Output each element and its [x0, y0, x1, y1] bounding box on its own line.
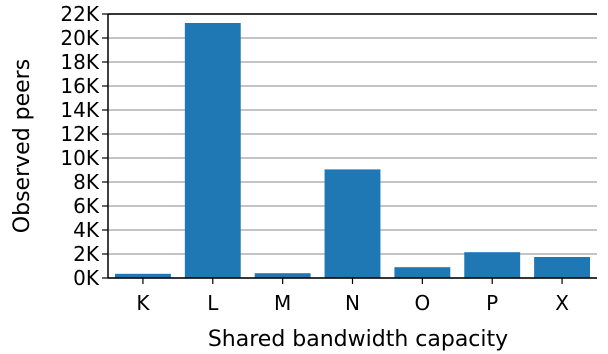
y-tick-label: 8K: [73, 170, 100, 194]
bar-M: [254, 273, 311, 278]
x-tick-label: L: [207, 291, 219, 315]
y-tick-label: 22K: [60, 2, 99, 26]
x-tick-label: X: [555, 291, 569, 315]
y-tick-label: 2K: [73, 242, 100, 266]
bar-P: [464, 252, 521, 278]
bar-N: [324, 169, 381, 278]
x-axis-label: Shared bandwidth capacity: [208, 327, 508, 352]
y-tick-label: 12K: [60, 122, 99, 146]
bar-K: [114, 273, 171, 278]
y-tick-label: 20K: [60, 26, 99, 50]
y-tick-label: 4K: [73, 218, 100, 242]
bar-X: [534, 257, 591, 278]
x-tick-label: M: [274, 291, 291, 315]
y-tick-label: 16K: [60, 74, 99, 98]
axes: [102, 13, 597, 284]
x-tick-label: O: [414, 291, 430, 315]
y-tick-label: 14K: [60, 98, 99, 122]
x-tick-label: N: [345, 291, 360, 315]
x-tick-label: K: [136, 291, 150, 315]
y-tick-label: 10K: [60, 146, 99, 170]
bars: [114, 23, 591, 278]
y-tick-label: 6K: [73, 194, 100, 218]
y-axis-label: Observed peers: [10, 59, 35, 233]
y-tick-label: 18K: [60, 50, 99, 74]
x-tick-label: P: [486, 291, 498, 315]
bar-O: [394, 267, 451, 278]
bar-L: [184, 23, 241, 278]
y-tick-label: 0K: [73, 266, 100, 290]
